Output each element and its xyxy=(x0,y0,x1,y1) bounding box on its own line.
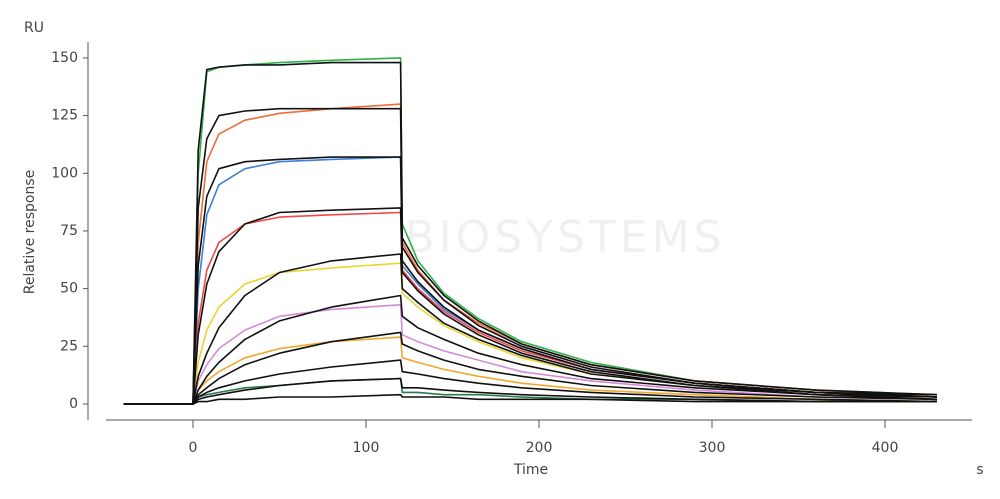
y-unit: RU xyxy=(24,20,44,36)
series-line xyxy=(123,156,937,405)
series-line xyxy=(123,336,937,405)
series-line xyxy=(123,262,937,405)
x-tick-label: 300 xyxy=(699,440,726,456)
x-tick-label: 200 xyxy=(526,440,553,456)
y-tick-label: 150 xyxy=(51,50,78,66)
y-tick-label: 125 xyxy=(51,108,78,124)
y-tick-label: 0 xyxy=(69,396,78,412)
series-line xyxy=(123,294,937,405)
x-tick-label: 400 xyxy=(872,440,899,456)
y-tick-label: 100 xyxy=(51,165,78,181)
series-line xyxy=(123,377,937,405)
series-line xyxy=(123,359,937,405)
y-tick-label: 75 xyxy=(60,223,78,239)
series-line xyxy=(123,377,937,405)
series-line xyxy=(123,331,937,405)
x-tick-label: 0 xyxy=(189,440,198,456)
watermark: BIOSYSTEMS xyxy=(404,212,725,263)
series-line xyxy=(123,393,937,405)
series-line xyxy=(123,304,937,405)
x-unit: s xyxy=(976,462,983,478)
y-axis-label: Relative response xyxy=(22,170,38,295)
x-tick-label: 100 xyxy=(353,440,380,456)
series-line xyxy=(123,207,937,405)
y-tick-label: 50 xyxy=(60,281,78,297)
series-line xyxy=(123,253,937,405)
x-axis-label: Time xyxy=(513,462,548,478)
y-tick-label: 25 xyxy=(60,338,78,354)
